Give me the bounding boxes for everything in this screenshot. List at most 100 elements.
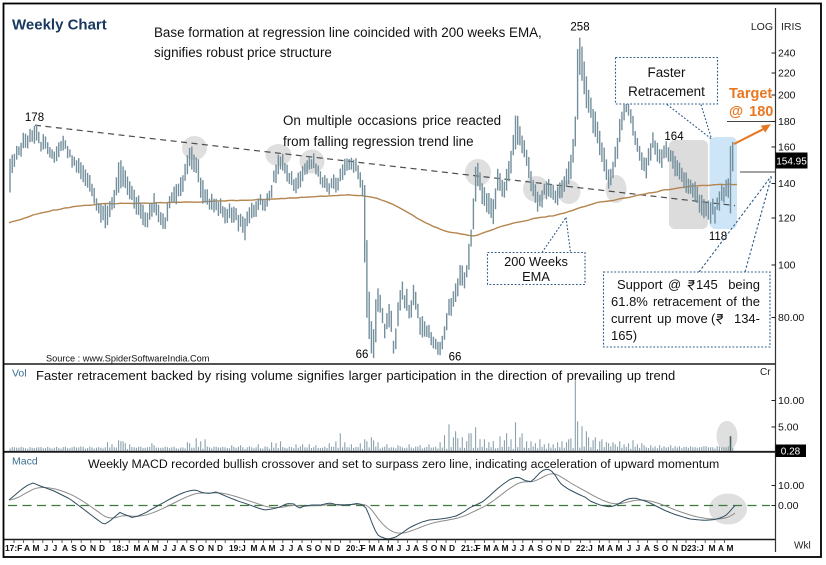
- svg-text:A: A: [528, 543, 534, 553]
- svg-text:A: A: [297, 543, 303, 553]
- svg-text:D: D: [334, 543, 340, 553]
- svg-text:D: D: [99, 543, 105, 553]
- svg-text:220: 220: [778, 68, 796, 80]
- svg-text:61.8%: 61.8%: [611, 294, 648, 309]
- svg-text:D: D: [564, 543, 570, 553]
- svg-text:up: up: [657, 311, 671, 326]
- svg-text:O: O: [431, 543, 438, 553]
- svg-text:current: current: [611, 311, 652, 326]
- svg-text:S: S: [71, 543, 77, 553]
- svg-text:Weekly Chart: Weekly Chart: [12, 17, 107, 34]
- svg-text:M: M: [502, 543, 509, 553]
- svg-text:178: 178: [25, 112, 44, 124]
- svg-text:0.28: 0.28: [781, 447, 801, 458]
- svg-text:O: O: [546, 543, 553, 553]
- svg-text:J: J: [397, 543, 402, 553]
- svg-text:10.00: 10.00: [778, 480, 804, 492]
- svg-text:118: 118: [709, 231, 727, 243]
- svg-text:M: M: [484, 543, 491, 553]
- svg-text:20:J: 20:J: [346, 543, 363, 553]
- svg-text:N: N: [672, 543, 678, 553]
- svg-text:Wkl: Wkl: [794, 541, 811, 552]
- svg-text:100: 100: [778, 260, 796, 272]
- svg-text:O: O: [315, 543, 322, 553]
- svg-text:@: @: [668, 277, 681, 292]
- svg-text:J: J: [280, 543, 285, 553]
- svg-text:Vol: Vol: [12, 368, 27, 380]
- svg-text:IRIS: IRIS: [781, 21, 801, 33]
- svg-text:Source : www.SpiderSoftwareInd: Source : www.SpiderSoftwareIndia.Com: [46, 354, 210, 364]
- svg-text:S: S: [537, 543, 543, 553]
- svg-text:F: F: [360, 543, 365, 553]
- svg-text:180: 180: [778, 116, 796, 128]
- svg-text:134-: 134-: [734, 311, 760, 326]
- svg-text:Support: Support: [617, 277, 663, 292]
- svg-text:A: A: [180, 543, 186, 553]
- svg-text:of: of: [726, 294, 737, 309]
- svg-text:M: M: [33, 543, 40, 553]
- svg-text:200: 200: [778, 90, 796, 102]
- svg-text:M: M: [369, 543, 376, 553]
- svg-text:O: O: [80, 543, 87, 553]
- svg-text:N: N: [440, 543, 446, 553]
- svg-text:0.00: 0.00: [778, 500, 799, 512]
- svg-text:M: M: [709, 543, 716, 553]
- svg-text:move: move: [676, 311, 708, 326]
- svg-text:the: the: [742, 294, 760, 309]
- svg-text:J: J: [406, 543, 411, 553]
- svg-text:164: 164: [664, 131, 684, 143]
- svg-text:being: being: [728, 277, 760, 292]
- svg-text:EMA: EMA: [522, 269, 550, 284]
- svg-text:258: 258: [570, 22, 589, 34]
- svg-text:Target: Target: [729, 86, 772, 102]
- svg-text:On multiple occasions price re: On multiple occasions price reacted: [283, 113, 501, 128]
- svg-text:140: 140: [778, 178, 796, 190]
- svg-text:M: M: [152, 543, 159, 553]
- svg-text:240: 240: [778, 48, 796, 60]
- svg-text:M: M: [251, 543, 258, 553]
- svg-text:M: M: [387, 543, 394, 553]
- svg-text:Weekly MACD recorded bullish c: Weekly MACD recorded bullish crossover a…: [88, 457, 719, 471]
- svg-text:F: F: [475, 543, 480, 553]
- svg-text:A: A: [62, 543, 68, 553]
- svg-text:from falling regression trend: from falling regression trend line: [283, 134, 474, 149]
- svg-text:120: 120: [778, 213, 796, 225]
- svg-text:18:J: 18:J: [112, 543, 129, 553]
- svg-text:A: A: [607, 543, 613, 553]
- svg-text:19:J: 19:J: [229, 543, 246, 553]
- svg-text:160: 160: [778, 142, 796, 154]
- svg-text:A: A: [644, 543, 650, 553]
- svg-text:M: M: [616, 543, 623, 553]
- svg-text:A: A: [24, 543, 30, 553]
- svg-text:N: N: [325, 543, 331, 553]
- svg-text:J: J: [627, 543, 632, 553]
- svg-text:D: D: [449, 543, 455, 553]
- svg-text:J: J: [172, 543, 177, 553]
- svg-text:J: J: [53, 543, 58, 553]
- svg-text:J: J: [520, 543, 525, 553]
- svg-text:165): 165): [611, 328, 637, 343]
- svg-text:Faster: Faster: [648, 65, 686, 80]
- svg-text:154.95: 154.95: [776, 156, 807, 167]
- svg-text:23:J: 23:J: [687, 543, 704, 553]
- svg-text:S: S: [189, 543, 195, 553]
- svg-text:D: D: [217, 543, 223, 553]
- svg-text:(: (: [711, 311, 716, 326]
- svg-text:@ 180: @ 180: [729, 104, 773, 120]
- svg-text:Macd: Macd: [12, 456, 38, 468]
- svg-text:M: M: [598, 543, 605, 553]
- svg-text:J: J: [512, 543, 517, 553]
- svg-text:Cr: Cr: [760, 367, 771, 378]
- svg-text:J: J: [289, 543, 294, 553]
- svg-text:N: N: [555, 543, 561, 553]
- svg-text:signifies robust price structu: signifies robust price structure: [154, 45, 332, 60]
- svg-text:A: A: [413, 543, 419, 553]
- svg-text:10.00: 10.00: [778, 395, 804, 407]
- svg-text:A: A: [143, 543, 149, 553]
- svg-text:N: N: [90, 543, 96, 553]
- svg-text:A: A: [378, 543, 384, 553]
- svg-text:S: S: [653, 543, 659, 553]
- svg-text:A: A: [493, 543, 499, 553]
- svg-text:200 Weeks: 200 Weeks: [504, 254, 568, 269]
- svg-text:O: O: [662, 543, 669, 553]
